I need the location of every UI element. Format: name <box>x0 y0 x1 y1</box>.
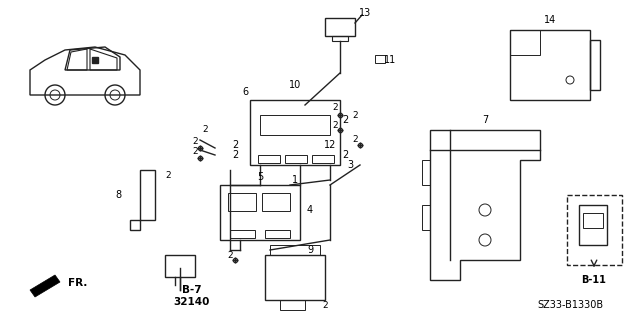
Text: 5: 5 <box>257 172 263 182</box>
Bar <box>583 213 603 228</box>
Bar <box>567 195 622 265</box>
Text: 6: 6 <box>242 87 248 97</box>
Text: 4: 4 <box>307 205 313 215</box>
Bar <box>220 185 300 240</box>
Bar <box>258 155 280 163</box>
Bar <box>325 18 355 36</box>
Bar <box>228 193 256 211</box>
Bar <box>250 100 340 165</box>
Bar <box>265 230 290 238</box>
Text: 9: 9 <box>307 245 313 255</box>
Bar <box>312 155 334 163</box>
Text: 2: 2 <box>232 140 238 150</box>
Text: 2: 2 <box>232 150 238 160</box>
Text: 11: 11 <box>384 55 396 65</box>
Text: SZ33-B1330B: SZ33-B1330B <box>537 300 603 310</box>
Bar <box>280 300 305 310</box>
Bar <box>270 245 320 255</box>
Text: 2: 2 <box>202 125 208 135</box>
Text: 2: 2 <box>192 137 198 146</box>
Bar <box>375 55 385 63</box>
Bar <box>260 115 330 135</box>
Bar <box>165 255 195 277</box>
Text: 2: 2 <box>332 103 338 113</box>
Text: B-11: B-11 <box>582 275 607 285</box>
Text: 10: 10 <box>289 80 301 90</box>
Bar <box>579 205 607 245</box>
Text: FR.: FR. <box>68 278 88 288</box>
Bar <box>262 193 290 211</box>
Text: 7: 7 <box>482 115 488 125</box>
Bar <box>510 30 590 100</box>
Text: 2: 2 <box>192 147 198 157</box>
Bar <box>285 155 307 163</box>
Text: 2: 2 <box>342 115 348 125</box>
Text: 12: 12 <box>324 140 336 150</box>
Text: 14: 14 <box>544 15 556 25</box>
Text: 3: 3 <box>347 160 353 170</box>
Text: 2: 2 <box>352 136 358 145</box>
Text: 13: 13 <box>359 8 371 18</box>
Text: 2: 2 <box>227 250 233 259</box>
Text: 2: 2 <box>165 170 171 180</box>
Text: 2: 2 <box>342 150 348 160</box>
Text: 8: 8 <box>115 190 121 200</box>
Text: 2: 2 <box>352 110 358 120</box>
Text: B-7
32140: B-7 32140 <box>174 285 210 307</box>
Bar <box>230 230 255 238</box>
Text: 2: 2 <box>332 121 338 130</box>
Text: 2: 2 <box>322 300 328 309</box>
Bar <box>332 36 348 41</box>
Bar <box>422 205 430 230</box>
Bar <box>422 160 430 185</box>
Bar <box>265 255 325 300</box>
Text: 1: 1 <box>292 175 298 185</box>
Polygon shape <box>30 275 60 297</box>
